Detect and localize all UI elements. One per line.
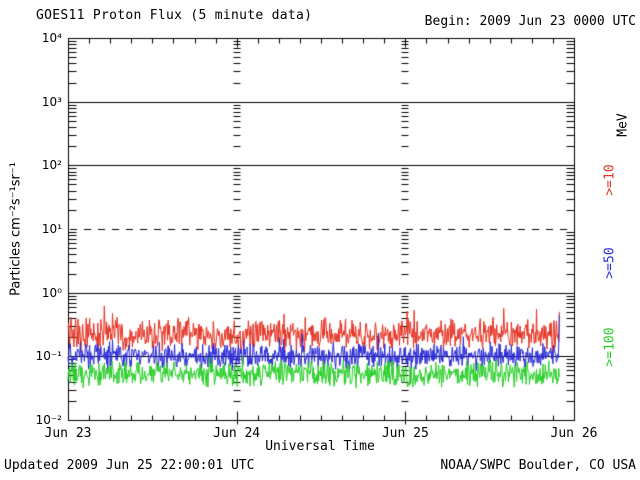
x-tick-label: Jun 23 bbox=[44, 426, 92, 441]
y-tick-label: 10⁰ bbox=[41, 285, 62, 300]
y-tick-label: 10¹ bbox=[41, 222, 62, 236]
y-tick-label: 10⁴ bbox=[41, 31, 62, 45]
source-attribution: NOAA/SWPC Boulder, CO USA bbox=[440, 458, 636, 473]
x-tick-label: Jun 24 bbox=[213, 426, 261, 441]
x-tick-label: Jun 26 bbox=[550, 426, 598, 441]
x-tick-label: Jun 25 bbox=[381, 426, 429, 441]
y-tick-label: 10² bbox=[41, 158, 62, 173]
updated-timestamp: Updated 2009 Jun 25 22:00:01 UTC bbox=[4, 458, 255, 473]
y-tick-label: 10⁻¹ bbox=[35, 349, 62, 364]
legend-ge50: >=50 bbox=[602, 247, 618, 279]
legend-ge100: >=100 bbox=[602, 327, 618, 367]
x-axis-title: Universal Time bbox=[265, 439, 375, 454]
legend-ge10: >=10 bbox=[602, 164, 618, 196]
begin-time-label: Begin: 2009 Jun 23 0000 UTC bbox=[424, 14, 636, 29]
unit-label: MeV bbox=[615, 113, 631, 137]
y-tick-label: 10⁻² bbox=[35, 413, 62, 427]
chart-title: GOES11 Proton Flux (5 minute data) bbox=[36, 8, 313, 23]
y-tick-label: 10³ bbox=[41, 94, 62, 109]
